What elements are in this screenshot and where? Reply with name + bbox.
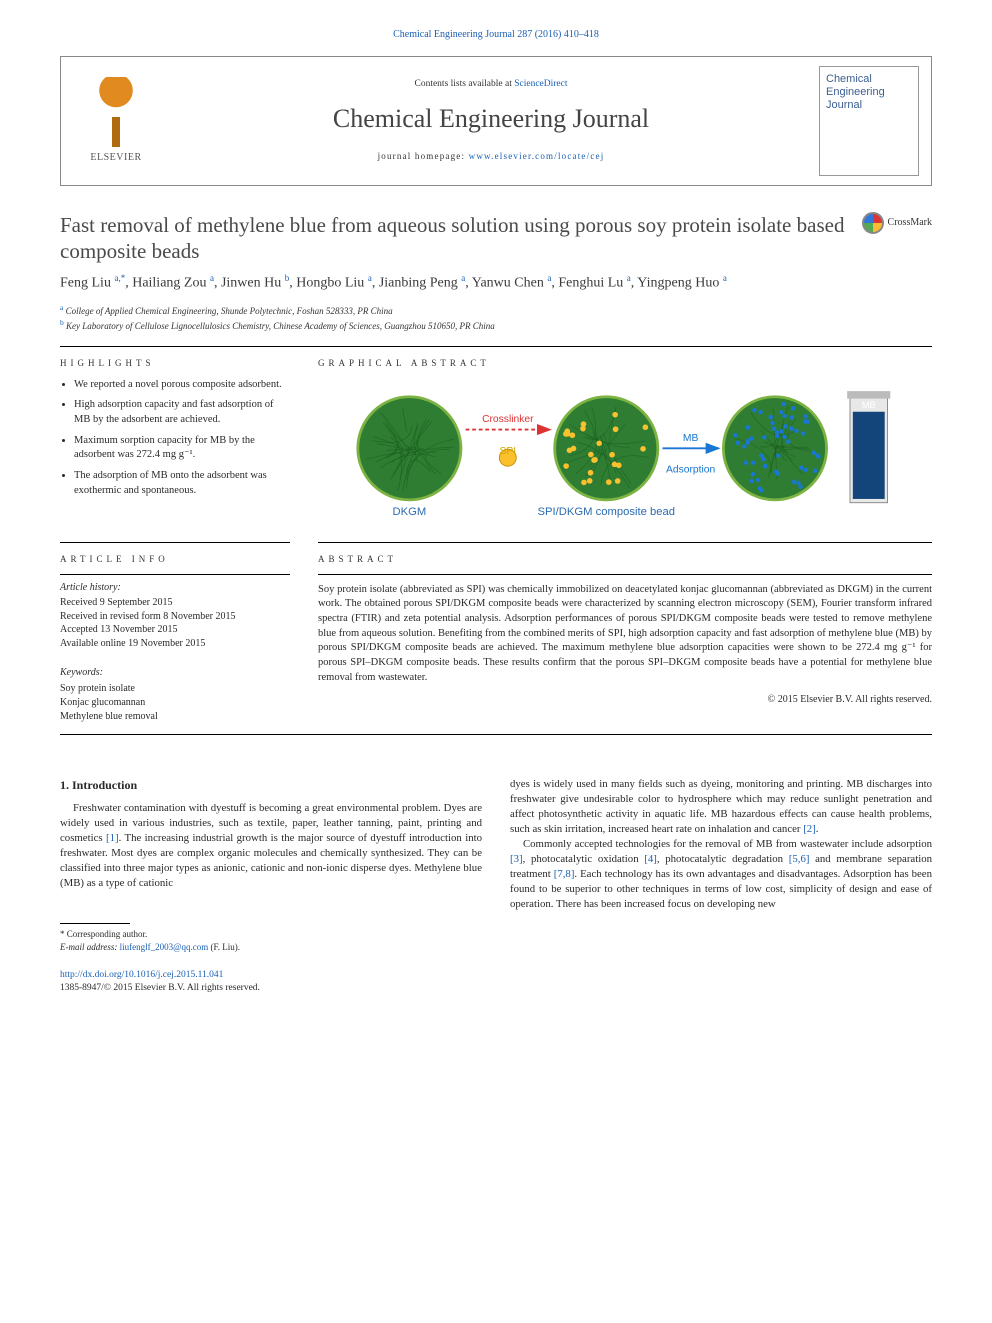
affiliations: a College of Applied Chemical Engineerin… bbox=[60, 303, 932, 332]
email-link[interactable]: liufenglf_2003@qq.com bbox=[120, 942, 209, 952]
journal-name: Chemical Engineering Journal bbox=[175, 101, 807, 136]
highlights-heading: HIGHLIGHTS bbox=[60, 347, 290, 377]
cover-line-1: Chemical bbox=[826, 73, 912, 86]
highlight-item: Maximum sorption capacity for MB by the … bbox=[74, 434, 290, 463]
svg-text:DKGM: DKGM bbox=[393, 505, 427, 517]
doi-block: http://dx.doi.org/10.1016/j.cej.2015.11.… bbox=[60, 969, 482, 995]
footnotes: * Corresponding author. E-mail address: … bbox=[60, 928, 482, 952]
masthead-center: Contents lists available at ScienceDirec… bbox=[171, 68, 811, 172]
graphical-abstract-svg: DKGM SPI/DKGM composite bead Crosslinker SP… bbox=[318, 378, 932, 528]
svg-text:Adsorption: Adsorption bbox=[666, 464, 716, 475]
article-title: Fast removal of methylene blue from aque… bbox=[60, 212, 848, 265]
crossmark-button[interactable]: CrossMark bbox=[862, 212, 932, 234]
article-info-block: ARTICLE INFO Article history: Received 9… bbox=[60, 542, 290, 723]
highlight-item: High adsorption capacity and fast adsorp… bbox=[74, 398, 290, 427]
abstract-block: ABSTRACT Soy protein isolate (abbreviate… bbox=[318, 542, 932, 723]
email-label: E-mail address: bbox=[60, 942, 120, 952]
graphical-abstract-heading: GRAPHICAL ABSTRACT bbox=[318, 347, 932, 377]
abstract-text: Soy protein isolate (abbreviated as SPI)… bbox=[318, 583, 932, 686]
history-lines: Received 9 September 2015Received in rev… bbox=[60, 596, 290, 650]
contents-prefix: Contents lists available at bbox=[414, 79, 514, 89]
intro-para-1: Freshwater contamination with dyestuff i… bbox=[60, 801, 482, 892]
svg-text:MB: MB bbox=[683, 432, 699, 443]
sciencedirect-link[interactable]: ScienceDirect bbox=[514, 79, 567, 89]
history-label: Article history: bbox=[60, 581, 290, 595]
email-tail: (F. Liu). bbox=[208, 942, 240, 952]
crossmark-icon bbox=[862, 212, 884, 234]
running-head-link[interactable]: Chemical Engineering Journal 287 (2016) … bbox=[393, 29, 599, 40]
publisher-name: ELSEVIER bbox=[71, 151, 161, 165]
intro-heading: 1. Introduction bbox=[60, 777, 482, 793]
body-columns: 1. Introduction Freshwater contamination… bbox=[60, 777, 932, 995]
masthead: ELSEVIER Contents lists available at Sci… bbox=[60, 56, 932, 186]
elsevier-tree-icon bbox=[86, 77, 146, 147]
ref-2[interactable]: [2] bbox=[803, 823, 816, 835]
homepage-line: journal homepage: www.elsevier.com/locat… bbox=[175, 150, 807, 162]
keywords-label: Keywords: bbox=[60, 666, 290, 680]
ref-5-6[interactable]: [5,6] bbox=[789, 853, 810, 865]
svg-text:MB: MB bbox=[862, 400, 876, 410]
email-line: E-mail address: liufenglf_2003@qq.com (F… bbox=[60, 941, 482, 953]
article-info-heading: ARTICLE INFO bbox=[60, 543, 290, 573]
journal-cover: Chemical Engineering Journal bbox=[819, 66, 919, 176]
journal-cover-cell: Chemical Engineering Journal bbox=[811, 58, 931, 184]
body-col-left: 1. Introduction Freshwater contamination… bbox=[60, 777, 482, 995]
svg-text:Crosslinker: Crosslinker bbox=[482, 414, 534, 425]
rule-after-abstract bbox=[60, 734, 932, 735]
rule-info-1 bbox=[60, 574, 290, 575]
abstract-heading: ABSTRACT bbox=[318, 543, 932, 573]
running-head: Chemical Engineering Journal 287 (2016) … bbox=[60, 28, 932, 42]
highlights-list: We reported a novel porous composite ads… bbox=[60, 378, 290, 499]
footnote-rule bbox=[60, 923, 130, 924]
highlight-item: We reported a novel porous composite ads… bbox=[74, 378, 290, 393]
ref-1[interactable]: [1] bbox=[106, 832, 119, 844]
issn-line: 1385-8947/© 2015 Elsevier B.V. All right… bbox=[60, 983, 260, 993]
keywords-list: Soy protein isolateKonjac glucomannanMet… bbox=[60, 682, 290, 724]
cover-line-2: Engineering bbox=[826, 86, 912, 99]
crossmark-label: CrossMark bbox=[888, 216, 932, 230]
svg-text:SPI/DKGM composite bead: SPI/DKGM composite bead bbox=[537, 505, 675, 517]
contents-line: Contents lists available at ScienceDirec… bbox=[175, 78, 807, 91]
cover-line-3: Journal bbox=[826, 99, 912, 112]
homepage-prefix: journal homepage: bbox=[378, 151, 469, 161]
body-col-right: dyes is widely used in many fields such … bbox=[510, 777, 932, 995]
svg-text:SPI: SPI bbox=[500, 446, 517, 457]
publisher-cell: ELSEVIER bbox=[61, 67, 171, 175]
intro-para-2b: Commonly accepted technologies for the r… bbox=[510, 837, 932, 913]
corresponding-author: * Corresponding author. bbox=[60, 928, 482, 940]
ref-4[interactable]: [4] bbox=[644, 853, 657, 865]
copyright-line: © 2015 Elsevier B.V. All rights reserved… bbox=[318, 693, 932, 707]
highlight-item: The adsorption of MB onto the adsorbent … bbox=[74, 469, 290, 498]
ref-3[interactable]: [3] bbox=[510, 853, 523, 865]
homepage-link[interactable]: www.elsevier.com/locate/cej bbox=[469, 151, 605, 161]
graphical-abstract-figure: DKGM SPI/DKGM composite bead Crosslinker SP… bbox=[318, 378, 932, 539]
authors-line: Feng Liu a,*, Hailiang Zou a, Jinwen Hu … bbox=[60, 272, 932, 293]
ref-7-8[interactable]: [7,8] bbox=[554, 868, 575, 880]
intro-para-2a: dyes is widely used in many fields such … bbox=[510, 777, 932, 837]
doi-link[interactable]: http://dx.doi.org/10.1016/j.cej.2015.11.… bbox=[60, 970, 223, 980]
